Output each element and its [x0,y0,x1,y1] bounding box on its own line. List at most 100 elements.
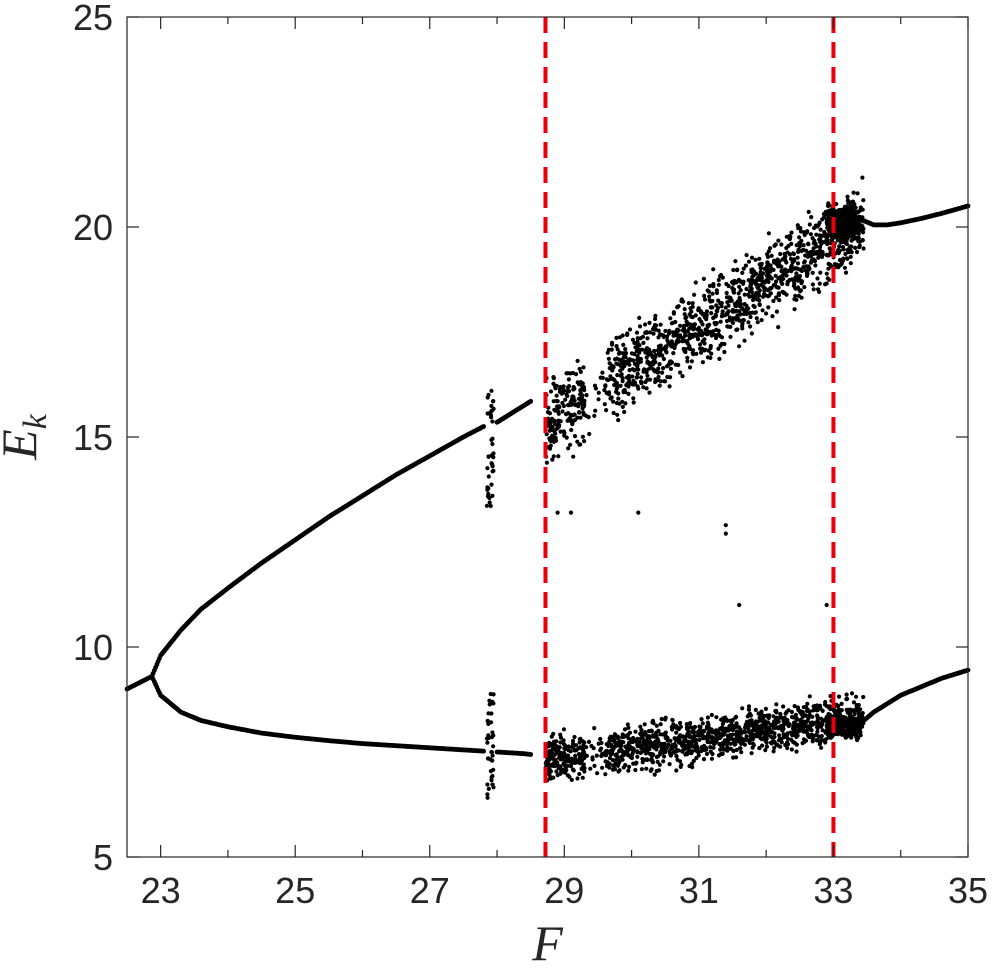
chaos-point-upper [749,255,755,260]
chaos-point-upper [717,356,722,361]
chaos-point-upper [639,375,644,380]
chaos-point-lower [853,694,859,699]
chaos-point-upper [716,298,721,303]
chaos-point-upper [554,383,559,388]
chaos-point-upper [716,282,722,287]
chaos-point-lower [758,713,763,718]
chaos-point-upper [671,333,676,338]
chaos-point-upper [825,221,830,226]
chaos-point-lower [595,771,600,776]
chaos-point-upper [793,293,798,298]
chaos-point-lower [725,745,730,750]
chaos-point-lower [816,720,821,726]
chaos-point-upper [749,331,755,336]
chaos-point-upper [626,381,631,387]
chaos-point-upper [826,266,831,271]
chaos-point-lower [688,735,693,740]
chaos-point-upper [611,410,616,416]
chaos-point-lower [577,771,582,777]
chaos-point-lower [723,729,728,734]
chaos-point-lower [760,716,765,721]
chaos-point-upper [854,249,860,255]
chaos-point-lower [737,725,742,730]
chaos-point-upper [860,175,865,180]
chaos-point-lower [626,768,631,773]
chaos-point-upper [614,344,619,349]
chaos-point-upper [550,438,555,443]
chaos-point-upper [704,313,709,318]
chaos-point-lower [771,714,776,719]
chaos-point-lower [847,707,852,712]
chaos-point-lower [712,741,717,746]
chaos-point-upper [638,356,644,362]
chaos-point-upper [824,271,829,276]
island-point-lower [489,720,494,725]
chaos-point-upper [820,233,825,238]
chaos-point-upper [808,249,814,255]
chaos-point-upper [738,288,743,293]
chaos-point-upper [657,383,662,388]
chaos-point-lower [589,743,594,749]
chaos-point-upper [570,370,576,376]
chaos-point-lower [556,755,562,760]
chaos-point-upper [615,412,620,417]
chaos-point-upper [560,409,565,414]
chaos-point-lower [838,715,843,720]
chaos-point-upper [780,281,785,286]
y-tick-label: 15 [73,417,113,458]
chaos-point-lower [715,730,720,735]
chaos-point-lower [638,724,643,729]
chaos-point-upper [579,387,584,392]
chaos-point-lower [714,715,719,720]
chaos-point-lower [588,766,593,771]
chaos-point-upper [814,232,819,237]
chaos-point-upper [624,375,630,380]
chaos-point-upper [637,315,642,320]
chaos-point-upper [855,191,860,196]
chaos-point-upper [854,215,860,220]
chaos-point-lower [823,740,828,745]
chaos-point-lower [772,739,777,745]
chaos-point-upper [700,322,705,327]
chaos-point-upper [604,408,609,413]
chaos-point-upper [738,298,743,303]
chaos-point-upper [843,251,848,257]
chaos-point-lower [699,749,704,754]
island-point-lower [488,769,493,774]
chaos-point-lower [654,768,659,774]
chaos-point-lower [814,703,820,708]
chaos-point-lower [640,745,645,751]
chaos-point-upper [566,403,571,408]
chaos-point-lower [551,739,557,744]
chaos-point-lower [794,716,799,721]
chaos-point-lower [825,732,830,737]
island-point-lower [485,782,490,787]
chaos-point-upper [704,317,709,322]
chaos-point-upper [685,341,690,346]
chaos-point-upper [582,439,587,444]
chaos-point-upper [584,393,589,398]
chaos-point-lower [815,729,820,734]
chaos-point-upper [631,396,636,401]
chaos-point-upper [562,433,567,438]
chaos-point-upper [856,239,861,244]
chaos-point-lower [858,730,863,735]
chaos-point-lower [835,719,840,724]
chaos-point-upper [844,205,849,210]
chaos-point-lower [608,752,614,757]
chaos-point-lower [853,732,858,737]
chaos-point-upper [566,446,571,451]
island-point-lower [485,740,490,745]
chaos-point-upper [714,290,720,295]
chaos-point-upper [571,387,576,392]
chaos-point-upper [753,257,758,262]
chaos-point-lower [565,753,571,758]
chaos-point-upper [571,418,576,423]
chaos-point-lower [582,766,587,771]
chaos-point-lower [799,722,805,727]
chaos-point-upper [680,299,686,304]
chaos-point-upper [824,281,829,286]
chaos-point-lower [639,727,644,733]
chaos-point-upper [561,429,566,434]
